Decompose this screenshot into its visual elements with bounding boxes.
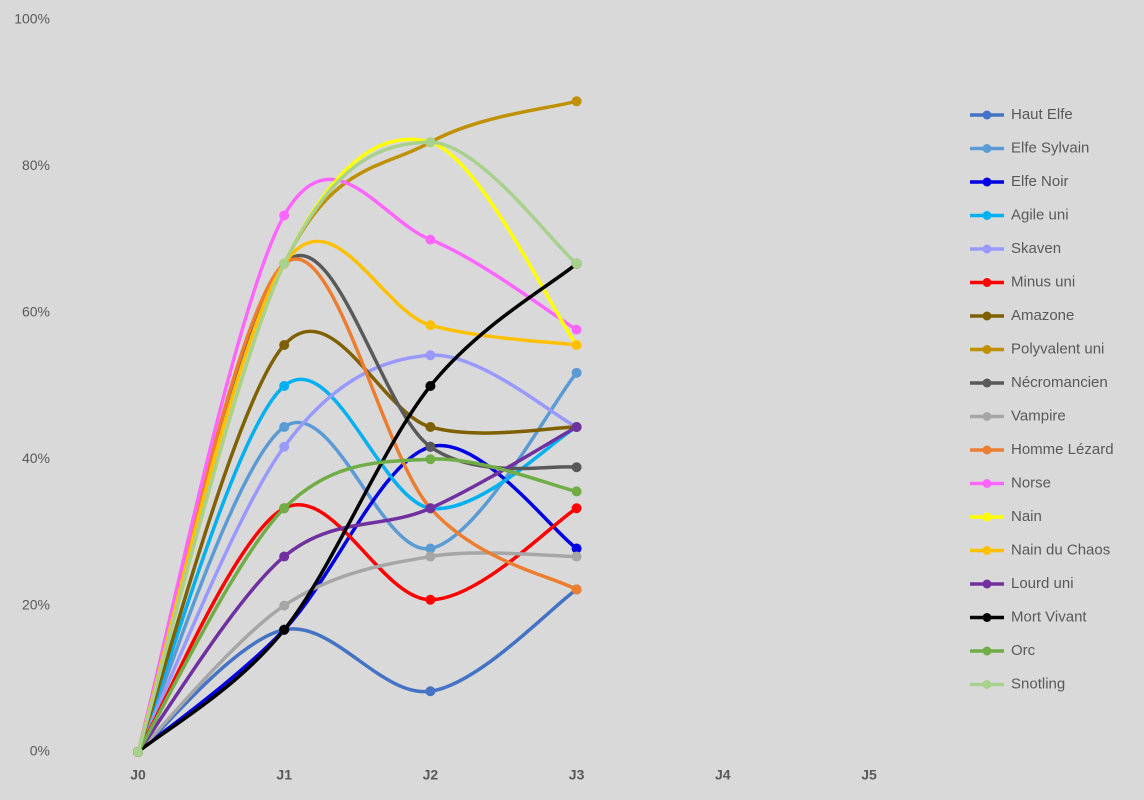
legend-marker	[982, 177, 992, 187]
legend-marker	[982, 512, 992, 522]
point	[425, 320, 436, 331]
point	[279, 258, 290, 269]
legend-marker	[982, 479, 992, 488]
point	[425, 503, 436, 514]
legend-label: Haut Elfe	[1011, 106, 1073, 123]
legend-label: Vampire	[1011, 407, 1066, 424]
legend-marker	[982, 110, 992, 120]
legend-label: Nain du Chaos	[1011, 541, 1110, 558]
point	[279, 624, 290, 635]
point	[571, 551, 582, 562]
point	[425, 454, 436, 465]
legend-label: Orc	[1011, 642, 1036, 659]
point	[279, 340, 290, 351]
x-tick-label: J2	[423, 767, 439, 783]
point	[571, 486, 582, 497]
y-tick-label: 100%	[14, 11, 50, 27]
series-line	[136, 551, 577, 754]
series-line	[136, 425, 578, 754]
y-tick-label: 60%	[22, 304, 50, 320]
legend-marker	[982, 311, 992, 321]
point	[425, 381, 436, 391]
point	[279, 210, 290, 221]
legend-label: Skaven	[1011, 240, 1061, 257]
legend-marker	[982, 144, 992, 153]
legend-label: Snotling	[1011, 675, 1065, 692]
legend-label: Polyvalent uni	[1011, 340, 1104, 357]
legend-marker	[982, 244, 992, 254]
point	[571, 258, 582, 269]
y-tick-label: 80%	[22, 157, 50, 173]
point	[425, 551, 436, 562]
series-line	[136, 443, 578, 754]
legend-marker	[982, 546, 992, 555]
y-tick-label: 40%	[22, 450, 50, 466]
y-tick-label: 0%	[30, 743, 50, 759]
x-tick-label: J1	[276, 767, 292, 783]
x-tick-label: J3	[569, 767, 585, 783]
point	[279, 381, 290, 391]
series-line	[136, 140, 578, 753]
x-tick-label: J4	[715, 767, 731, 783]
point	[133, 747, 143, 757]
y-tick-label: 20%	[22, 596, 50, 612]
point	[425, 234, 436, 245]
series-line	[136, 329, 577, 753]
series-line	[136, 588, 578, 754]
legend-label: Nain	[1011, 508, 1042, 525]
legend-label: Elfe Noir	[1011, 173, 1069, 190]
point	[425, 594, 436, 605]
point	[425, 350, 436, 361]
point	[279, 421, 290, 432]
legend-label: Elfe Sylvain	[1011, 139, 1089, 156]
legend-label: Amazone	[1011, 307, 1074, 324]
legend-label: Norse	[1011, 474, 1051, 491]
series-line	[136, 177, 578, 753]
point	[279, 551, 290, 562]
point	[425, 543, 436, 554]
legend-label: Mort Vivant	[1011, 608, 1087, 625]
x-tick-label: J5	[861, 767, 877, 783]
legend-marker	[982, 345, 992, 354]
series-line	[136, 503, 578, 753]
point	[279, 441, 290, 452]
point	[571, 340, 582, 351]
point	[571, 367, 582, 378]
series-line	[136, 353, 578, 753]
legend-label: Lourd uni	[1011, 575, 1074, 592]
point	[279, 503, 290, 514]
series-line	[136, 262, 578, 754]
point	[279, 600, 290, 611]
legend-marker	[982, 646, 992, 656]
point	[571, 462, 582, 473]
legend-marker	[982, 579, 992, 589]
legend-label: Homme Lézard	[1011, 441, 1114, 458]
point	[425, 686, 436, 697]
legend-marker	[982, 613, 992, 622]
point	[571, 96, 582, 107]
legend-label: Minus uni	[1011, 273, 1075, 290]
point	[571, 324, 582, 335]
x-tick-label: J0	[130, 767, 146, 783]
legend-marker	[982, 278, 992, 287]
point	[571, 584, 582, 595]
point	[425, 137, 436, 148]
point	[571, 543, 582, 554]
legend-label: Nécromancien	[1011, 374, 1108, 391]
point	[425, 441, 436, 452]
legend-label: Agile uni	[1011, 206, 1069, 223]
legend-marker	[982, 211, 992, 220]
series-line	[136, 239, 577, 753]
legend-marker	[982, 378, 992, 388]
series-line	[136, 377, 578, 753]
series-line	[136, 457, 577, 753]
legend-marker	[982, 445, 992, 455]
point	[571, 421, 582, 432]
legend-marker	[982, 412, 992, 421]
point	[571, 503, 582, 514]
point	[425, 421, 436, 432]
legend-marker	[982, 680, 992, 689]
